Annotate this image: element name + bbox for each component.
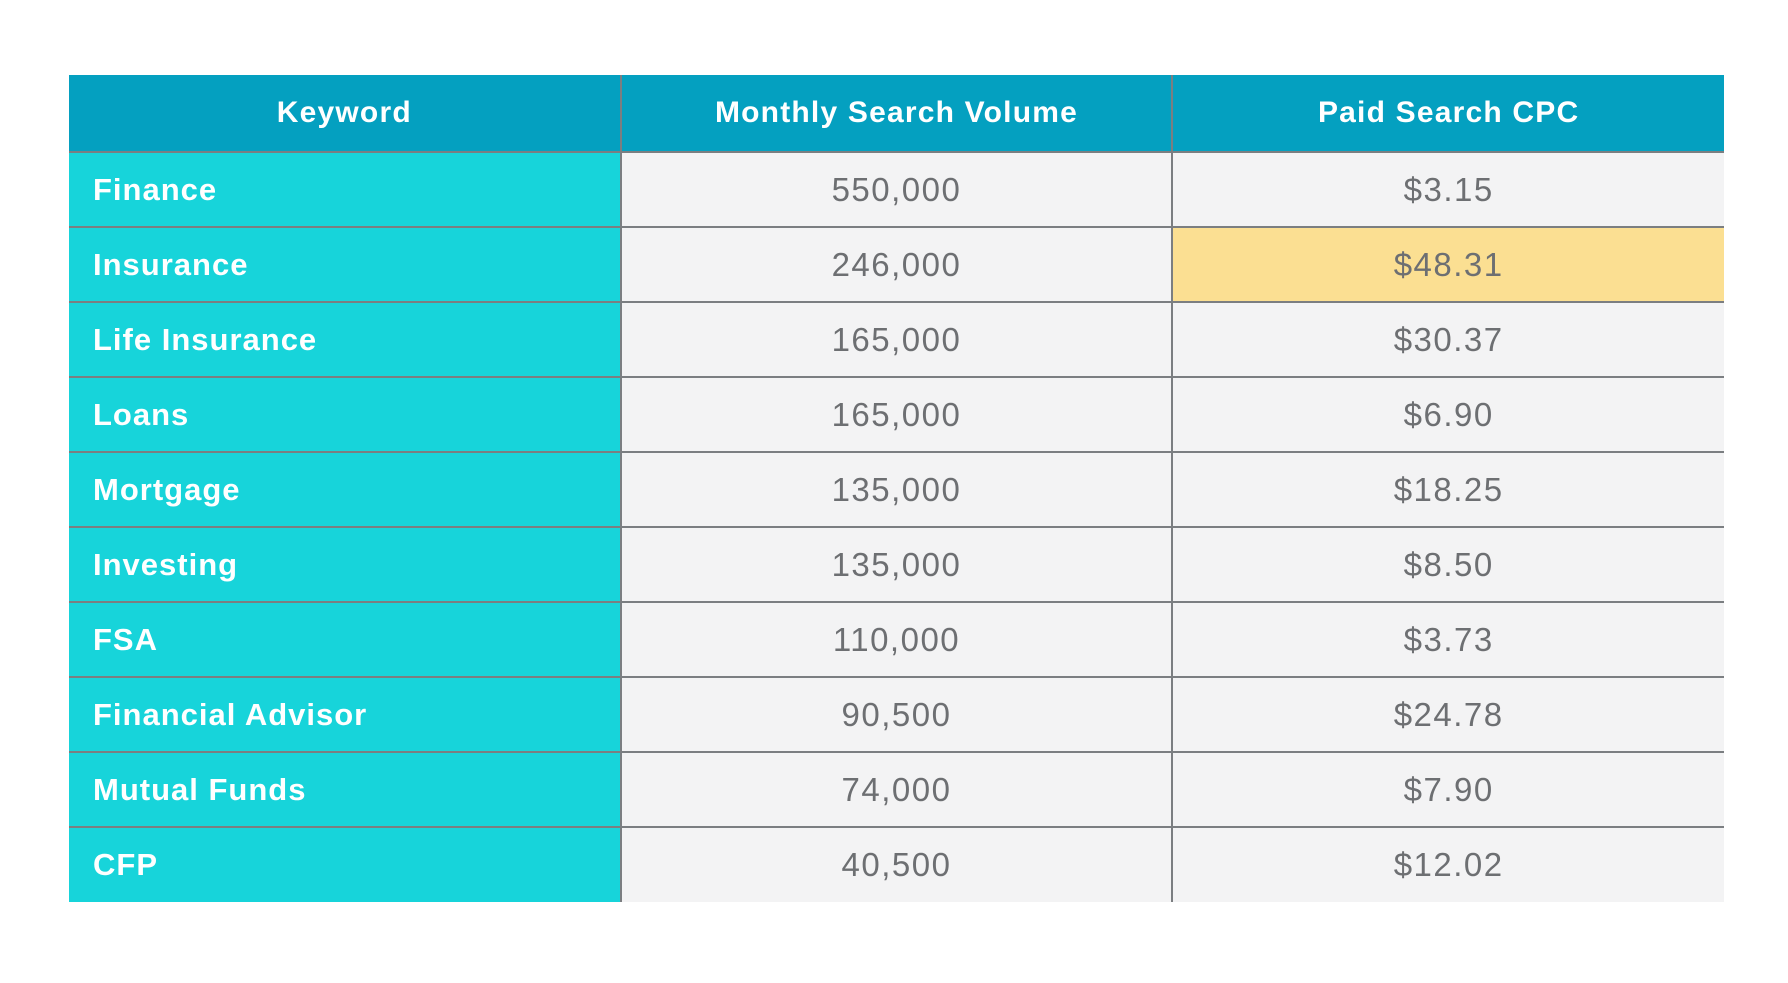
volume-cell: 90,500 [619, 676, 1174, 753]
cpc-cell-highlighted: $48.31 [1171, 226, 1724, 303]
keyword-cell: Finance [69, 151, 622, 228]
table-row: FSA 110,000 $3.73 [69, 601, 1724, 678]
keyword-cell: Financial Advisor [69, 676, 622, 753]
table-row: CFP 40,500 $12.02 [69, 826, 1724, 902]
volume-cell: 165,000 [619, 301, 1174, 378]
volume-cell: 74,000 [619, 751, 1174, 828]
volume-cell: 246,000 [619, 226, 1174, 303]
header-row: Keyword Monthly Search Volume Paid Searc… [69, 75, 1724, 153]
table-body: Finance 550,000 $3.15 Insurance 246,000 $48.3… [69, 151, 1724, 902]
header-paid-search-cpc: Paid Search CPC [1171, 75, 1724, 153]
table-row: Mutual Funds 74,000 $7.90 [69, 751, 1724, 828]
volume-cell: 165,000 [619, 376, 1174, 453]
keyword-cell: Life Insurance [69, 301, 622, 378]
keyword-cell: Mutual Funds [69, 751, 622, 828]
cpc-cell: $12.02 [1171, 826, 1724, 902]
table-row: Insurance 246,000 $48.31 [69, 226, 1724, 303]
cpc-cell: $30.37 [1171, 301, 1724, 378]
table-row: Life Insurance 165,000 $30.37 [69, 301, 1724, 378]
volume-cell: 550,000 [619, 151, 1174, 228]
volume-cell: 135,000 [619, 451, 1174, 528]
table-header: Keyword Monthly Search Volume Paid Searc… [69, 75, 1724, 153]
keyword-cell: CFP [69, 826, 622, 902]
table-row: Investing 135,000 $8.50 [69, 526, 1724, 603]
keyword-cell: Mortgage [69, 451, 622, 528]
volume-cell: 40,500 [619, 826, 1174, 902]
header-keyword: Keyword [69, 75, 622, 153]
cpc-cell: $7.90 [1171, 751, 1724, 828]
cpc-cell: $3.15 [1171, 151, 1724, 228]
keyword-cpc-table: Keyword Monthly Search Volume Paid Searc… [69, 75, 1724, 902]
header-monthly-search-volume: Monthly Search Volume [619, 75, 1174, 153]
table-row: Mortgage 135,000 $18.25 [69, 451, 1724, 528]
cpc-cell: $6.90 [1171, 376, 1724, 453]
keyword-cell: Investing [69, 526, 622, 603]
cpc-cell: $8.50 [1171, 526, 1724, 603]
cpc-cell: $3.73 [1171, 601, 1724, 678]
table-row: Loans 165,000 $6.90 [69, 376, 1724, 453]
volume-cell: 135,000 [619, 526, 1174, 603]
cpc-cell: $24.78 [1171, 676, 1724, 753]
volume-cell: 110,000 [619, 601, 1174, 678]
cpc-cell: $18.25 [1171, 451, 1724, 528]
table-row: Financial Advisor 90,500 $24.78 [69, 676, 1724, 753]
keyword-cell: FSA [69, 601, 622, 678]
keyword-cell: Loans [69, 376, 622, 453]
table-row: Finance 550,000 $3.15 [69, 151, 1724, 228]
keyword-cell: Insurance [69, 226, 622, 303]
